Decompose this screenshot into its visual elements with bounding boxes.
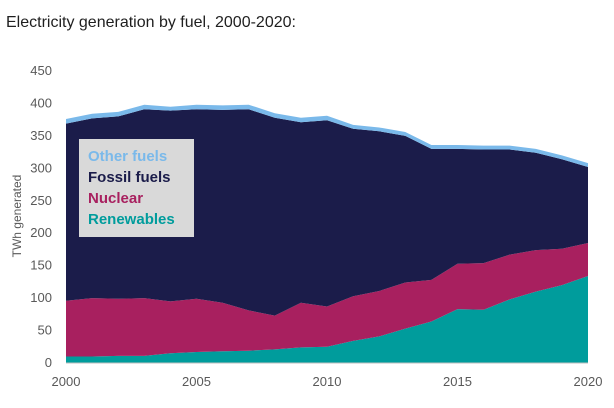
y-tick-label: 450 [30,63,52,78]
legend-box [79,139,194,237]
y-tick-label: 100 [30,290,52,305]
y-tick-label: 150 [30,258,52,273]
legend-item-renewables: Renewables [88,211,175,228]
y-tick-label: 400 [30,95,52,110]
legend: Other fuels Fossil fuels Nuclear Renewables [88,148,175,228]
x-tick-label: 2015 [443,374,472,389]
x-tick-label: 2010 [313,374,342,389]
y-tick-label: 200 [30,225,52,240]
y-tick-labels: 0 50 100 150 200 250 300 350 400 450 [30,63,52,370]
area-layers [66,104,588,363]
y-axis-label: TWh generated [10,175,24,258]
y-tick-label: 0 [45,355,52,370]
y-tick-label: 250 [30,193,52,208]
y-tick-label: 300 [30,160,52,175]
legend-item-nuclear: Nuclear [88,190,143,207]
area-renewables [66,276,588,363]
x-tick-label: 2020 [574,374,603,389]
x-tick-label: 2005 [182,374,211,389]
legend-item-other-fuels: Other fuels [88,148,167,165]
y-tick-label: 350 [30,128,52,143]
area-fossil-fuels [66,109,588,316]
x-tick-label: 2000 [52,374,81,389]
area-nuclear [66,243,588,357]
y-tick-label: 50 [38,323,52,338]
legend-item-fossil-fuels: Fossil fuels [88,169,171,186]
x-tick-labels: 2000 2005 2010 2015 2020 [52,374,603,389]
chart-title: Electricity generation by fuel, 2000-202… [6,14,296,31]
area-other-fuels [66,104,588,167]
